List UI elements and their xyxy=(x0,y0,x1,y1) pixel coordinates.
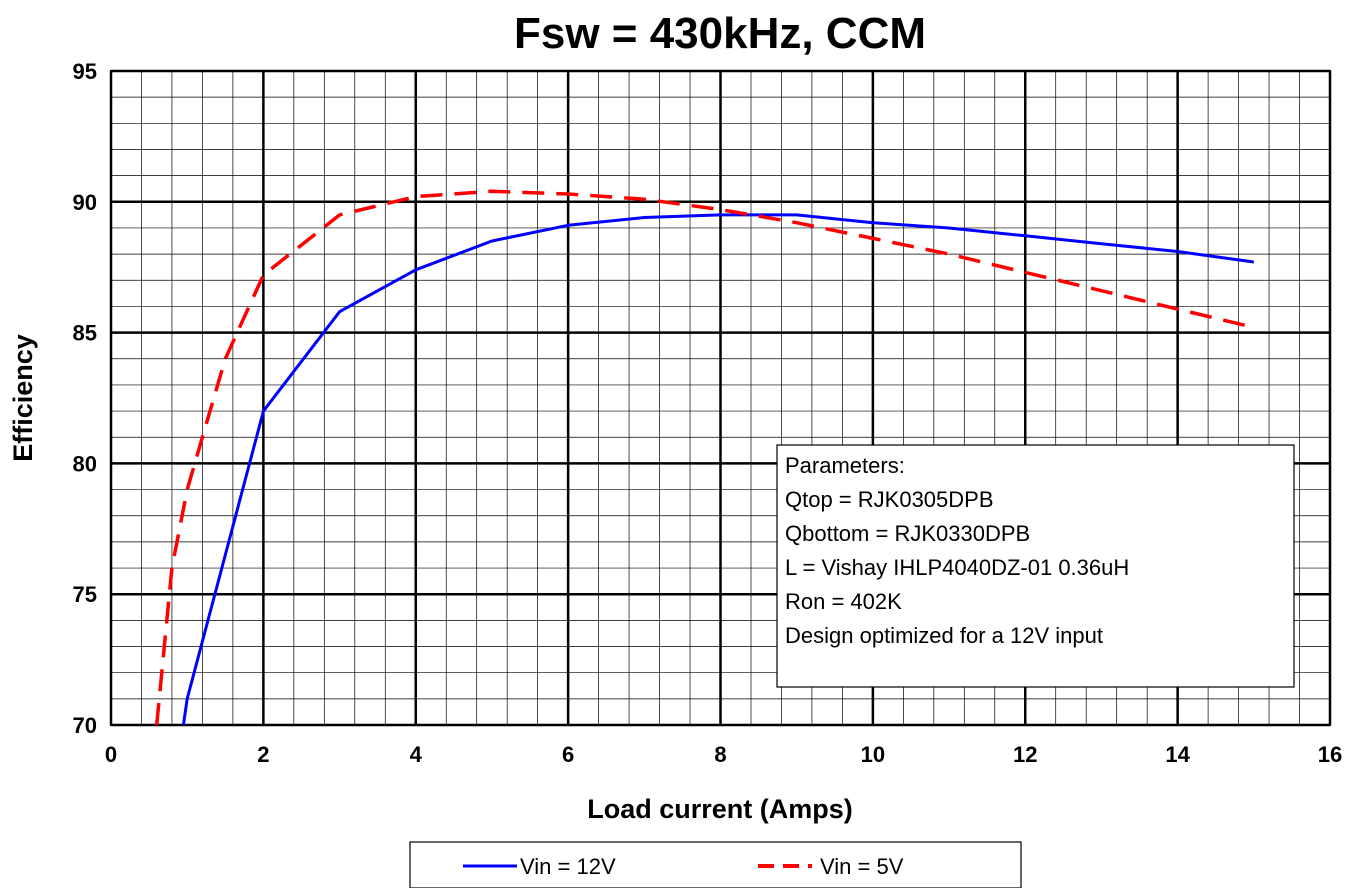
x-tick-label: 14 xyxy=(1165,742,1190,767)
x-tick-label: 8 xyxy=(714,742,726,767)
annotation-line: Parameters: xyxy=(785,453,905,478)
x-tick-label: 16 xyxy=(1318,742,1342,767)
y-tick-labels: 70 75 80 85 90 95 xyxy=(73,59,97,738)
plot-area-frame xyxy=(110,70,1331,726)
y-tick-label: 80 xyxy=(73,451,97,476)
y-tick-label: 70 xyxy=(73,713,97,738)
x-tick-labels: 0 2 4 6 8 10 12 14 16 xyxy=(105,742,1342,767)
annotation-frame xyxy=(776,444,1295,688)
annotation-line: Qbottom = RJK0330DPB xyxy=(785,521,1030,546)
annotation-line: L = Vishay IHLP4040DZ-01 0.36uH xyxy=(785,555,1129,580)
x-tick-label: 12 xyxy=(1013,742,1037,767)
series-line-vin-5v xyxy=(154,189,1255,726)
x-tick-label: 6 xyxy=(562,742,574,767)
y-tick-label: 90 xyxy=(73,190,97,215)
x-tick-label: 10 xyxy=(861,742,885,767)
legend-label-vin-5v: Vin = 5V xyxy=(820,854,904,879)
x-axis-label: Load current (Amps) xyxy=(587,794,853,824)
series-line-vin-12v xyxy=(181,213,1255,726)
annotation-line: Ron = 402K xyxy=(785,589,902,614)
y-tick-label: 75 xyxy=(73,582,97,607)
x-tick-label: 0 xyxy=(105,742,117,767)
series-layer xyxy=(154,189,1255,726)
x-tick-label: 2 xyxy=(257,742,269,767)
parameters-annotation: Parameters: Qtop = RJK0305DPB Qbottom = … xyxy=(776,444,1295,688)
annotation-line: Qtop = RJK0305DPB xyxy=(785,487,994,512)
legend: Vin = 12V Vin = 5V xyxy=(409,841,1022,888)
y-tick-label: 85 xyxy=(73,321,97,346)
y-axis-label: Efficiency xyxy=(8,334,38,462)
chart-title: Fsw = 430kHz, CCM xyxy=(514,9,926,58)
annotation-line: Design optimized for a 12V input xyxy=(785,623,1103,648)
legend-label-vin-12v: Vin = 12V xyxy=(520,854,616,879)
x-tick-label: 4 xyxy=(410,742,423,767)
y-tick-label: 95 xyxy=(73,59,97,84)
